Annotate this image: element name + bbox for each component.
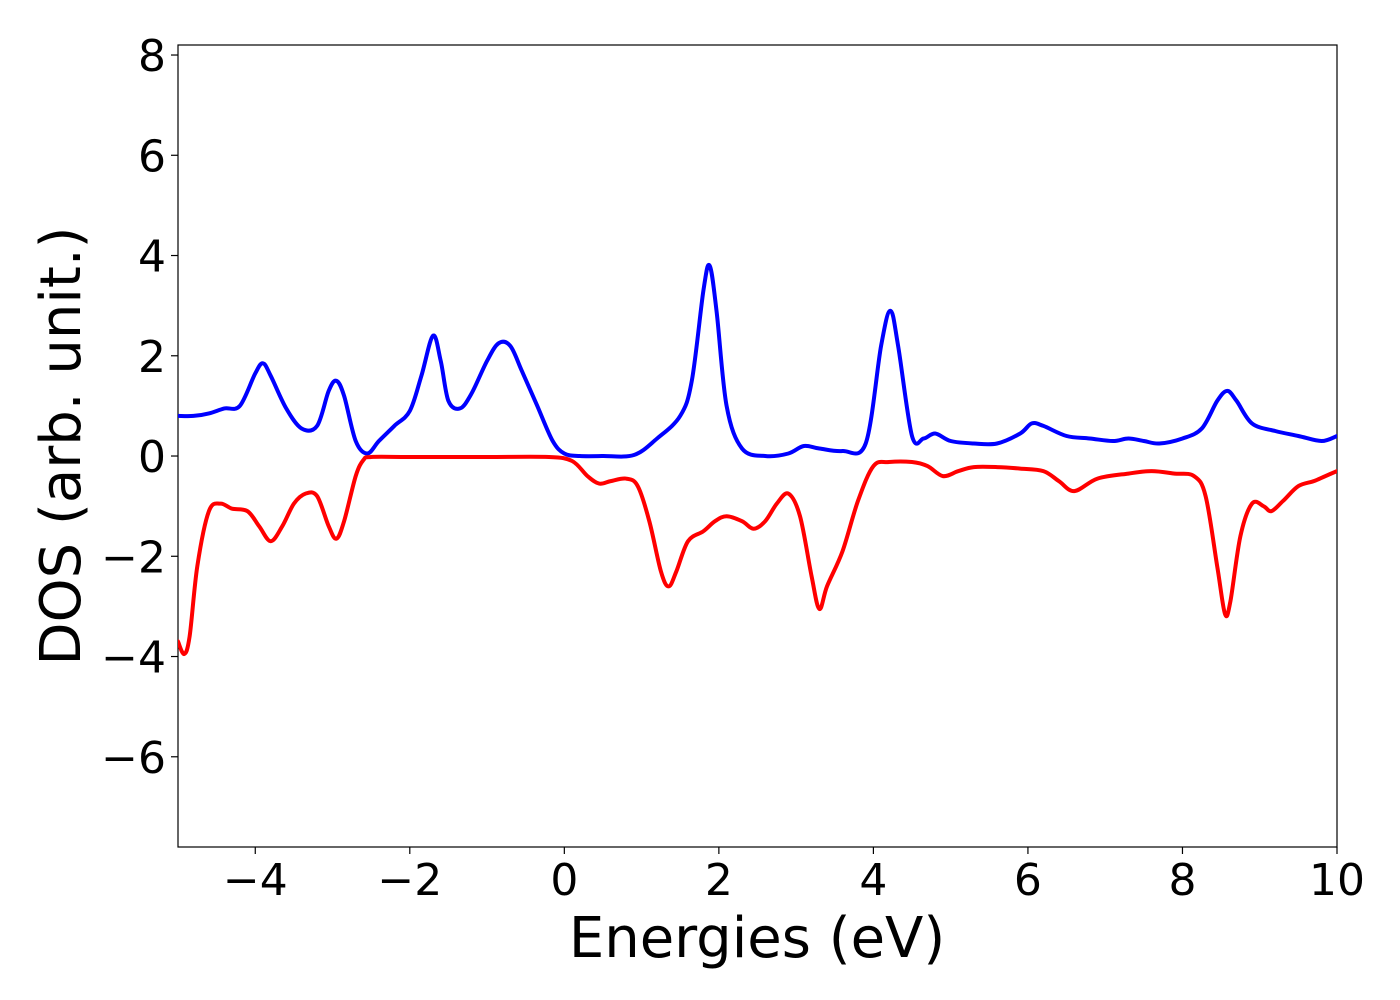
y-tick-label: 6 xyxy=(138,131,166,182)
y-tick-label: 0 xyxy=(138,432,166,483)
x-tick-label: 8 xyxy=(1168,855,1196,906)
y-tick-label: 8 xyxy=(138,31,166,82)
x-axis-ticks: −4 −2 0 2 4 6 8 10 xyxy=(223,847,1365,906)
x-axis-label: Energies (eV) xyxy=(569,906,945,971)
x-tick-label: 6 xyxy=(1014,855,1042,906)
x-tick-label: 2 xyxy=(705,855,733,906)
y-axis-label: DOS (arb. unit.) xyxy=(29,226,94,665)
series-line-spin-down xyxy=(178,454,1337,657)
x-tick-label: 4 xyxy=(859,855,887,906)
y-axis-ticks: −6 −4 −2 0 2 4 6 8 xyxy=(101,31,178,784)
x-tick-label: 10 xyxy=(1309,855,1365,906)
y-tick-label: −6 xyxy=(101,733,166,784)
y-tick-label: −4 xyxy=(101,633,166,684)
x-tick-label: −4 xyxy=(223,855,288,906)
y-tick-label: −2 xyxy=(101,532,166,583)
plot-area xyxy=(177,44,1338,848)
plot-frame xyxy=(177,44,1338,848)
y-tick-label: 4 xyxy=(138,232,166,283)
x-tick-label: 0 xyxy=(550,855,578,906)
y-tick-label: 2 xyxy=(138,332,166,383)
series-line-spin-up xyxy=(178,262,1337,459)
series-layer xyxy=(178,262,1337,657)
x-tick-label: −2 xyxy=(377,855,442,906)
